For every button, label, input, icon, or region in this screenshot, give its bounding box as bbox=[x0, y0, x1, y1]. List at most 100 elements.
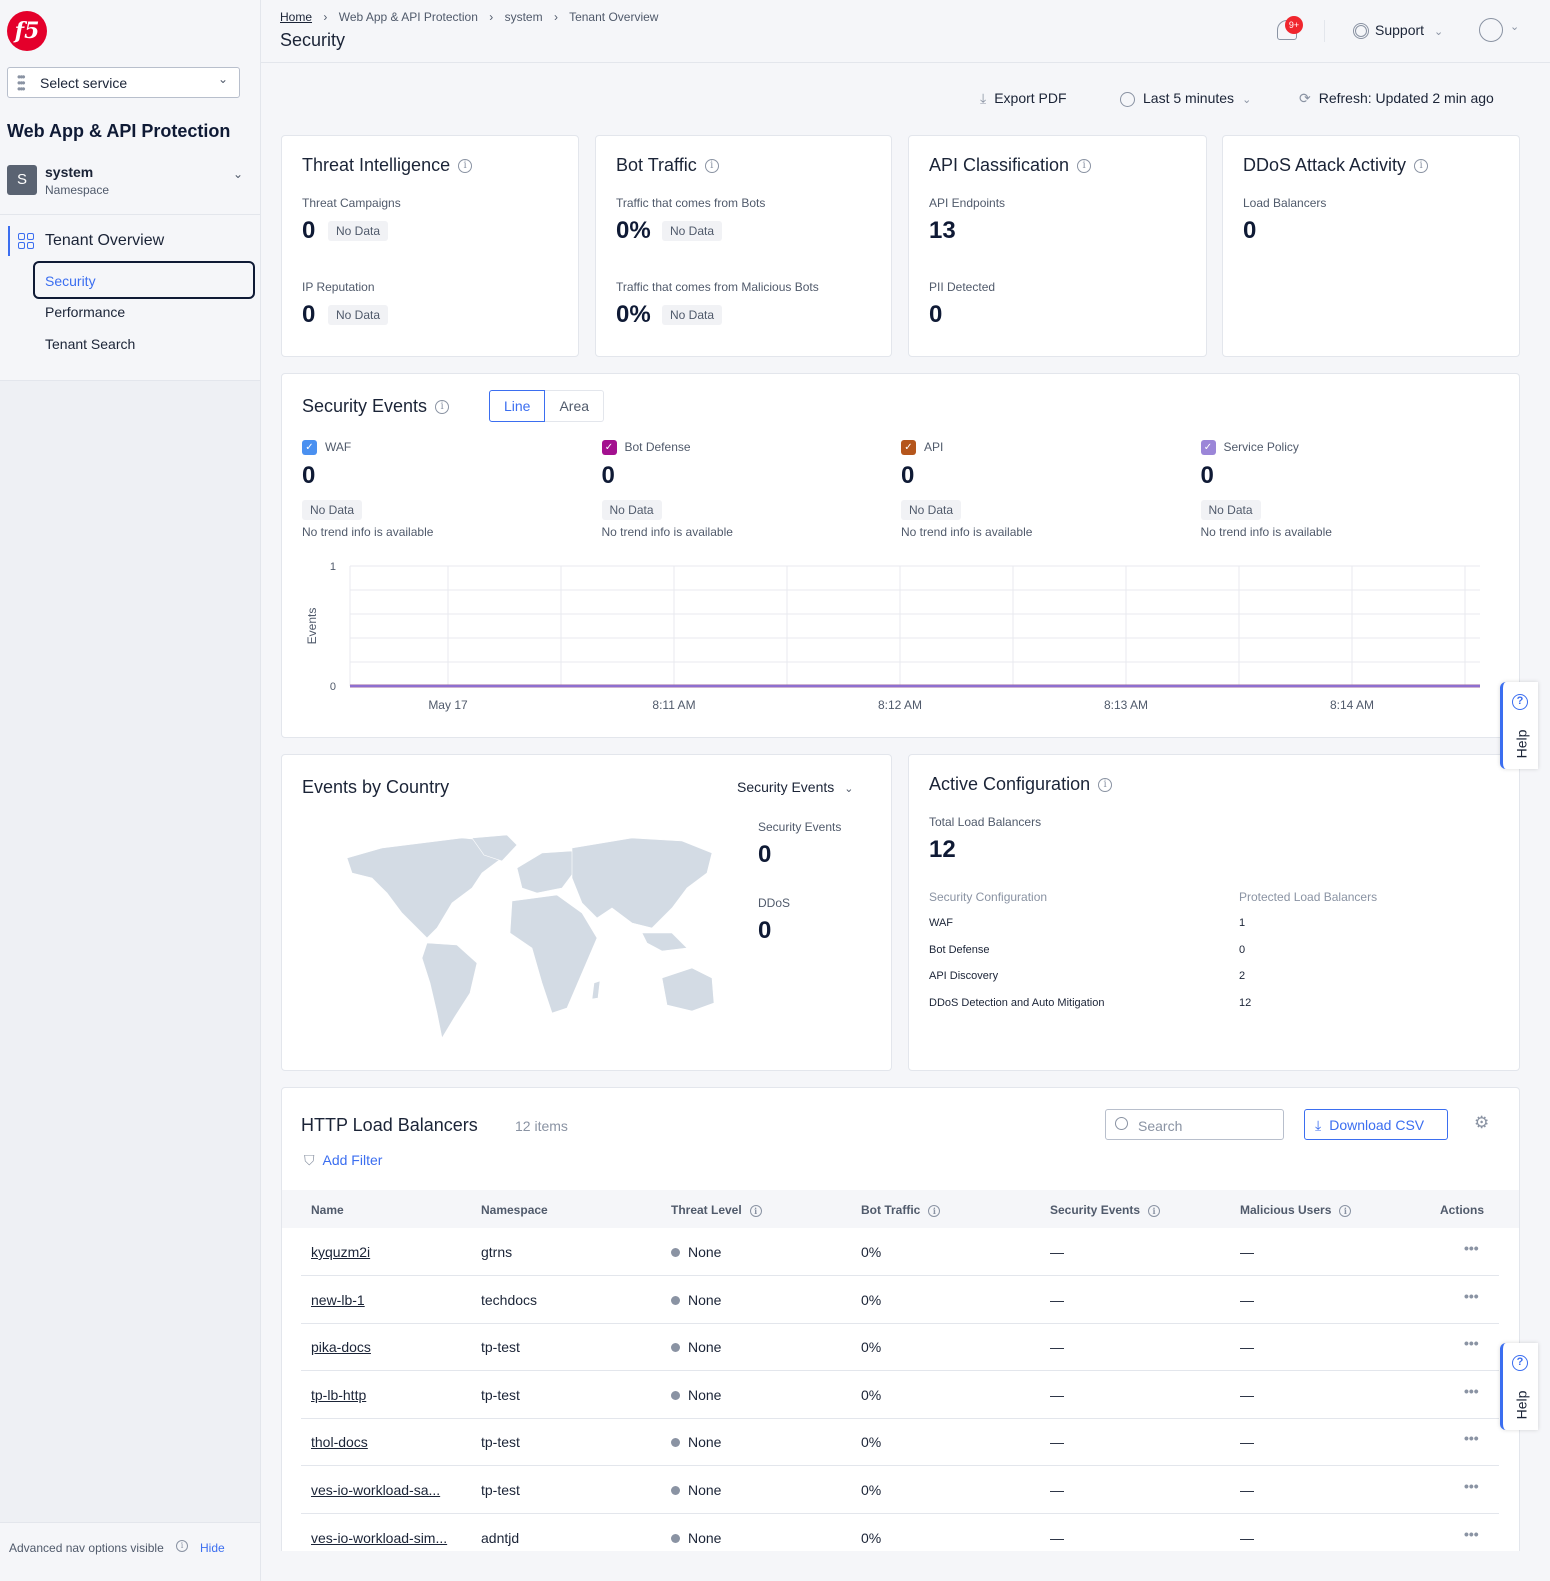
column-header[interactable]: Malicious Users i bbox=[1240, 1203, 1352, 1217]
download-csv-button[interactable]: ⤓ Download CSV bbox=[1304, 1109, 1448, 1140]
nav-item-security[interactable]: Security bbox=[33, 261, 255, 299]
bot-traffic-cell: 0% bbox=[861, 1434, 882, 1451]
select-service-dropdown[interactable]: ••• ••• ••• Select service ⌄ bbox=[7, 67, 240, 98]
chevron-down-icon: ⌄ bbox=[1510, 21, 1520, 33]
lb-name-link[interactable]: ves-io-workload-sim... bbox=[311, 1529, 448, 1546]
chevron-right-icon: › bbox=[323, 10, 328, 24]
bot-traffic-cell: 0% bbox=[861, 1244, 882, 1260]
no-data-badge: No Data bbox=[662, 305, 723, 325]
breadcrumb-item[interactable]: Web App & API Protection bbox=[338, 10, 478, 24]
info-icon[interactable]: i bbox=[1077, 159, 1092, 174]
checkbox-checked-icon: ✓ bbox=[302, 440, 317, 456]
column-header[interactable]: Actions bbox=[1440, 1203, 1484, 1217]
malicious-users-cell: — bbox=[1240, 1386, 1254, 1403]
nav-section-tenant-overview[interactable]: Tenant Overview bbox=[8, 226, 253, 256]
threat-level-label: None bbox=[688, 1386, 722, 1403]
metric-value: 0 bbox=[929, 301, 943, 328]
nav-section-label: Tenant Overview bbox=[45, 232, 165, 249]
threat-intelligence-card: Threat Intelligence i Threat Campaigns 0 … bbox=[281, 135, 579, 357]
series-summary: ✓ WAF 0 No Data No trend info is available bbox=[302, 440, 592, 540]
map-europe bbox=[516, 850, 578, 894]
download-label: Download CSV bbox=[1329, 1117, 1425, 1133]
settings-gear-icon[interactable]: ⚙ bbox=[1474, 1113, 1490, 1132]
search-input[interactable]: Search bbox=[1105, 1109, 1284, 1140]
info-icon[interactable]: i bbox=[458, 159, 473, 174]
lb-name-link[interactable]: tp-lb-http bbox=[311, 1386, 367, 1403]
item-count: 12 items bbox=[515, 1118, 568, 1134]
column-header[interactable]: Threat Level i bbox=[671, 1203, 762, 1217]
no-data-badge: No Data bbox=[328, 221, 389, 241]
lifebuoy-icon bbox=[1353, 23, 1369, 40]
namespace-selector[interactable]: S system Namespace ⌄ bbox=[7, 163, 252, 199]
config-name: Bot Defense bbox=[929, 943, 990, 956]
info-icon[interactable]: i bbox=[1339, 1204, 1352, 1217]
info-icon[interactable]: i bbox=[1098, 778, 1113, 793]
time-range-label: Last 5 minutes bbox=[1143, 90, 1235, 106]
tab-area[interactable]: Area bbox=[545, 390, 605, 422]
metric-label: Total Load Balancers bbox=[929, 815, 1042, 829]
support-menu[interactable]: Support ⌄ bbox=[1353, 22, 1443, 40]
info-icon[interactable]: i bbox=[435, 400, 450, 415]
more-actions-icon[interactable]: ••• bbox=[1464, 1430, 1479, 1447]
breadcrumb-item[interactable]: system bbox=[504, 10, 543, 24]
help-tab[interactable]: ? Help bbox=[1500, 682, 1538, 769]
user-menu[interactable]: ⌄ bbox=[1479, 18, 1524, 44]
hide-link[interactable]: Hide bbox=[200, 1541, 225, 1555]
lb-name-link[interactable]: kyquzm2i bbox=[311, 1244, 371, 1260]
help-tab[interactable]: ? Help bbox=[1500, 1343, 1538, 1430]
more-actions-icon[interactable]: ••• bbox=[1464, 1335, 1479, 1352]
notifications-button[interactable]: 9+ bbox=[1275, 16, 1305, 44]
column-header[interactable]: Name bbox=[311, 1203, 344, 1217]
nav-item-tenant-search[interactable]: Tenant Search bbox=[45, 336, 136, 352]
support-label: Support bbox=[1375, 22, 1425, 38]
lb-name-link[interactable]: pika-docs bbox=[311, 1339, 371, 1356]
column-header[interactable]: Namespace bbox=[481, 1203, 548, 1217]
namespace-cell: tp-test bbox=[481, 1386, 520, 1403]
metric-dropdown[interactable]: Security Events ⌄ bbox=[737, 779, 853, 795]
lb-name-link[interactable]: ves-io-workload-sa... bbox=[311, 1482, 441, 1498]
info-icon[interactable]: i bbox=[928, 1204, 941, 1217]
more-actions-icon[interactable]: ••• bbox=[1464, 1525, 1479, 1542]
refresh-button[interactable]: ⟳ Refresh: Updated 2 min ago bbox=[1299, 90, 1494, 107]
more-actions-icon[interactable]: ••• bbox=[1464, 1478, 1479, 1494]
tab-line[interactable]: Line bbox=[489, 390, 546, 422]
lb-name-link[interactable]: thol-docs bbox=[311, 1434, 368, 1451]
series-toggle[interactable]: ✓ Bot Defense bbox=[601, 440, 691, 456]
security-events-cell: — bbox=[1050, 1434, 1064, 1451]
threat-level-label: None bbox=[688, 1244, 722, 1260]
threat-level-cell: None bbox=[671, 1244, 721, 1260]
security-events-card: Security Events i Line Area ✓ WAF 0 No Data N… bbox=[281, 373, 1520, 738]
download-icon: ⤓ bbox=[1315, 1117, 1322, 1133]
lb-name-link[interactable]: new-lb-1 bbox=[311, 1291, 365, 1308]
breadcrumb-home[interactable]: Home bbox=[280, 10, 313, 24]
time-range-dropdown[interactable]: Last 5 minutes ⌄ bbox=[1120, 90, 1251, 107]
x-tick-label: 8:14 AM bbox=[1330, 698, 1374, 712]
info-icon[interactable]: i bbox=[704, 159, 719, 174]
card-title: DDoS Attack Activity i bbox=[1243, 155, 1429, 176]
series-toggle[interactable]: ✓ API bbox=[901, 440, 943, 456]
card-title: Bot Traffic i bbox=[616, 155, 719, 176]
more-actions-icon[interactable]: ••• bbox=[1464, 1240, 1479, 1256]
info-icon[interactable]: i bbox=[749, 1204, 762, 1217]
export-pdf-button[interactable]: ⤓ Export PDF bbox=[980, 90, 1067, 107]
add-filter-button[interactable]: ⛉ Add Filter bbox=[304, 1152, 382, 1169]
column-header[interactable]: Security Events i bbox=[1050, 1203, 1161, 1217]
series-value: 0 bbox=[1200, 462, 1214, 489]
card-title: Active Configuration i bbox=[929, 774, 1113, 795]
more-actions-icon[interactable]: ••• bbox=[1464, 1382, 1479, 1399]
series-toggle[interactable]: ✓ Service Policy bbox=[1200, 440, 1299, 456]
y-tick-label: 0 bbox=[330, 681, 336, 693]
trend-text: No trend info is available bbox=[302, 525, 434, 539]
info-icon[interactable]: i bbox=[1414, 159, 1429, 174]
chevron-down-icon: ⌄ bbox=[218, 72, 229, 86]
world-map[interactable] bbox=[342, 833, 742, 1043]
series-toggle[interactable]: ✓ WAF bbox=[302, 440, 351, 456]
column-header[interactable]: Bot Traffic i bbox=[861, 1203, 941, 1217]
f5-logo[interactable]: f5 bbox=[7, 11, 47, 51]
nav-item-performance[interactable]: Performance bbox=[45, 304, 126, 320]
info-icon[interactable]: i bbox=[1148, 1204, 1161, 1217]
more-actions-icon[interactable]: ••• bbox=[1464, 1287, 1479, 1304]
sidebar-empty-area bbox=[0, 380, 260, 1522]
threat-level-cell: None bbox=[671, 1339, 721, 1355]
question-icon: ? bbox=[1512, 694, 1528, 710]
